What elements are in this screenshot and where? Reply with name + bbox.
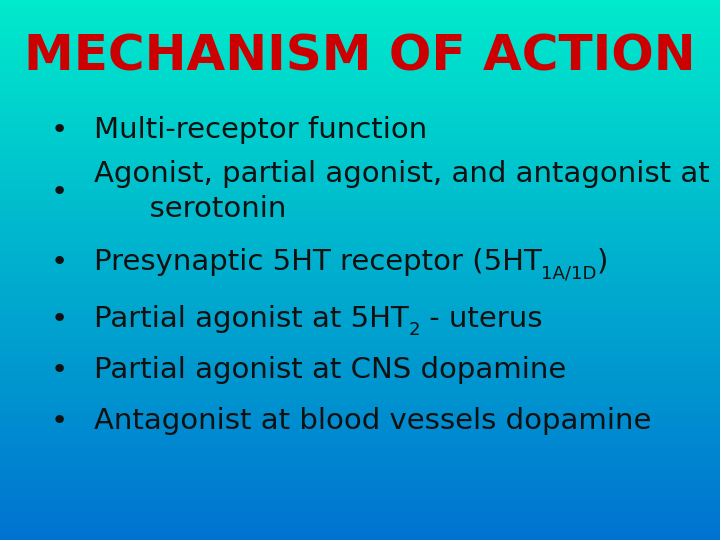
Text: 1A/1D: 1A/1D xyxy=(541,265,597,283)
Text: •: • xyxy=(50,305,68,333)
Text: Agonist, partial agonist, and antagonist at α ,
      serotonin: Agonist, partial agonist, and antagonist… xyxy=(94,160,720,223)
Text: •: • xyxy=(50,407,68,435)
Text: Antagonist at blood vessels dopamine: Antagonist at blood vessels dopamine xyxy=(94,407,651,435)
Text: 2: 2 xyxy=(408,321,420,340)
Text: •: • xyxy=(50,356,68,384)
Text: ): ) xyxy=(597,248,608,276)
Text: Multi-receptor function: Multi-receptor function xyxy=(94,116,427,144)
Text: MECHANISM OF ACTION: MECHANISM OF ACTION xyxy=(24,33,696,80)
Text: Partial agonist at 5HT: Partial agonist at 5HT xyxy=(94,305,408,333)
Text: - uterus: - uterus xyxy=(420,305,542,333)
Text: Presynaptic 5HT receptor (5HT: Presynaptic 5HT receptor (5HT xyxy=(94,248,541,276)
Text: •: • xyxy=(50,248,68,276)
Text: •: • xyxy=(50,116,68,144)
Text: •: • xyxy=(50,178,68,206)
Text: Partial agonist at CNS dopamine: Partial agonist at CNS dopamine xyxy=(94,356,566,384)
